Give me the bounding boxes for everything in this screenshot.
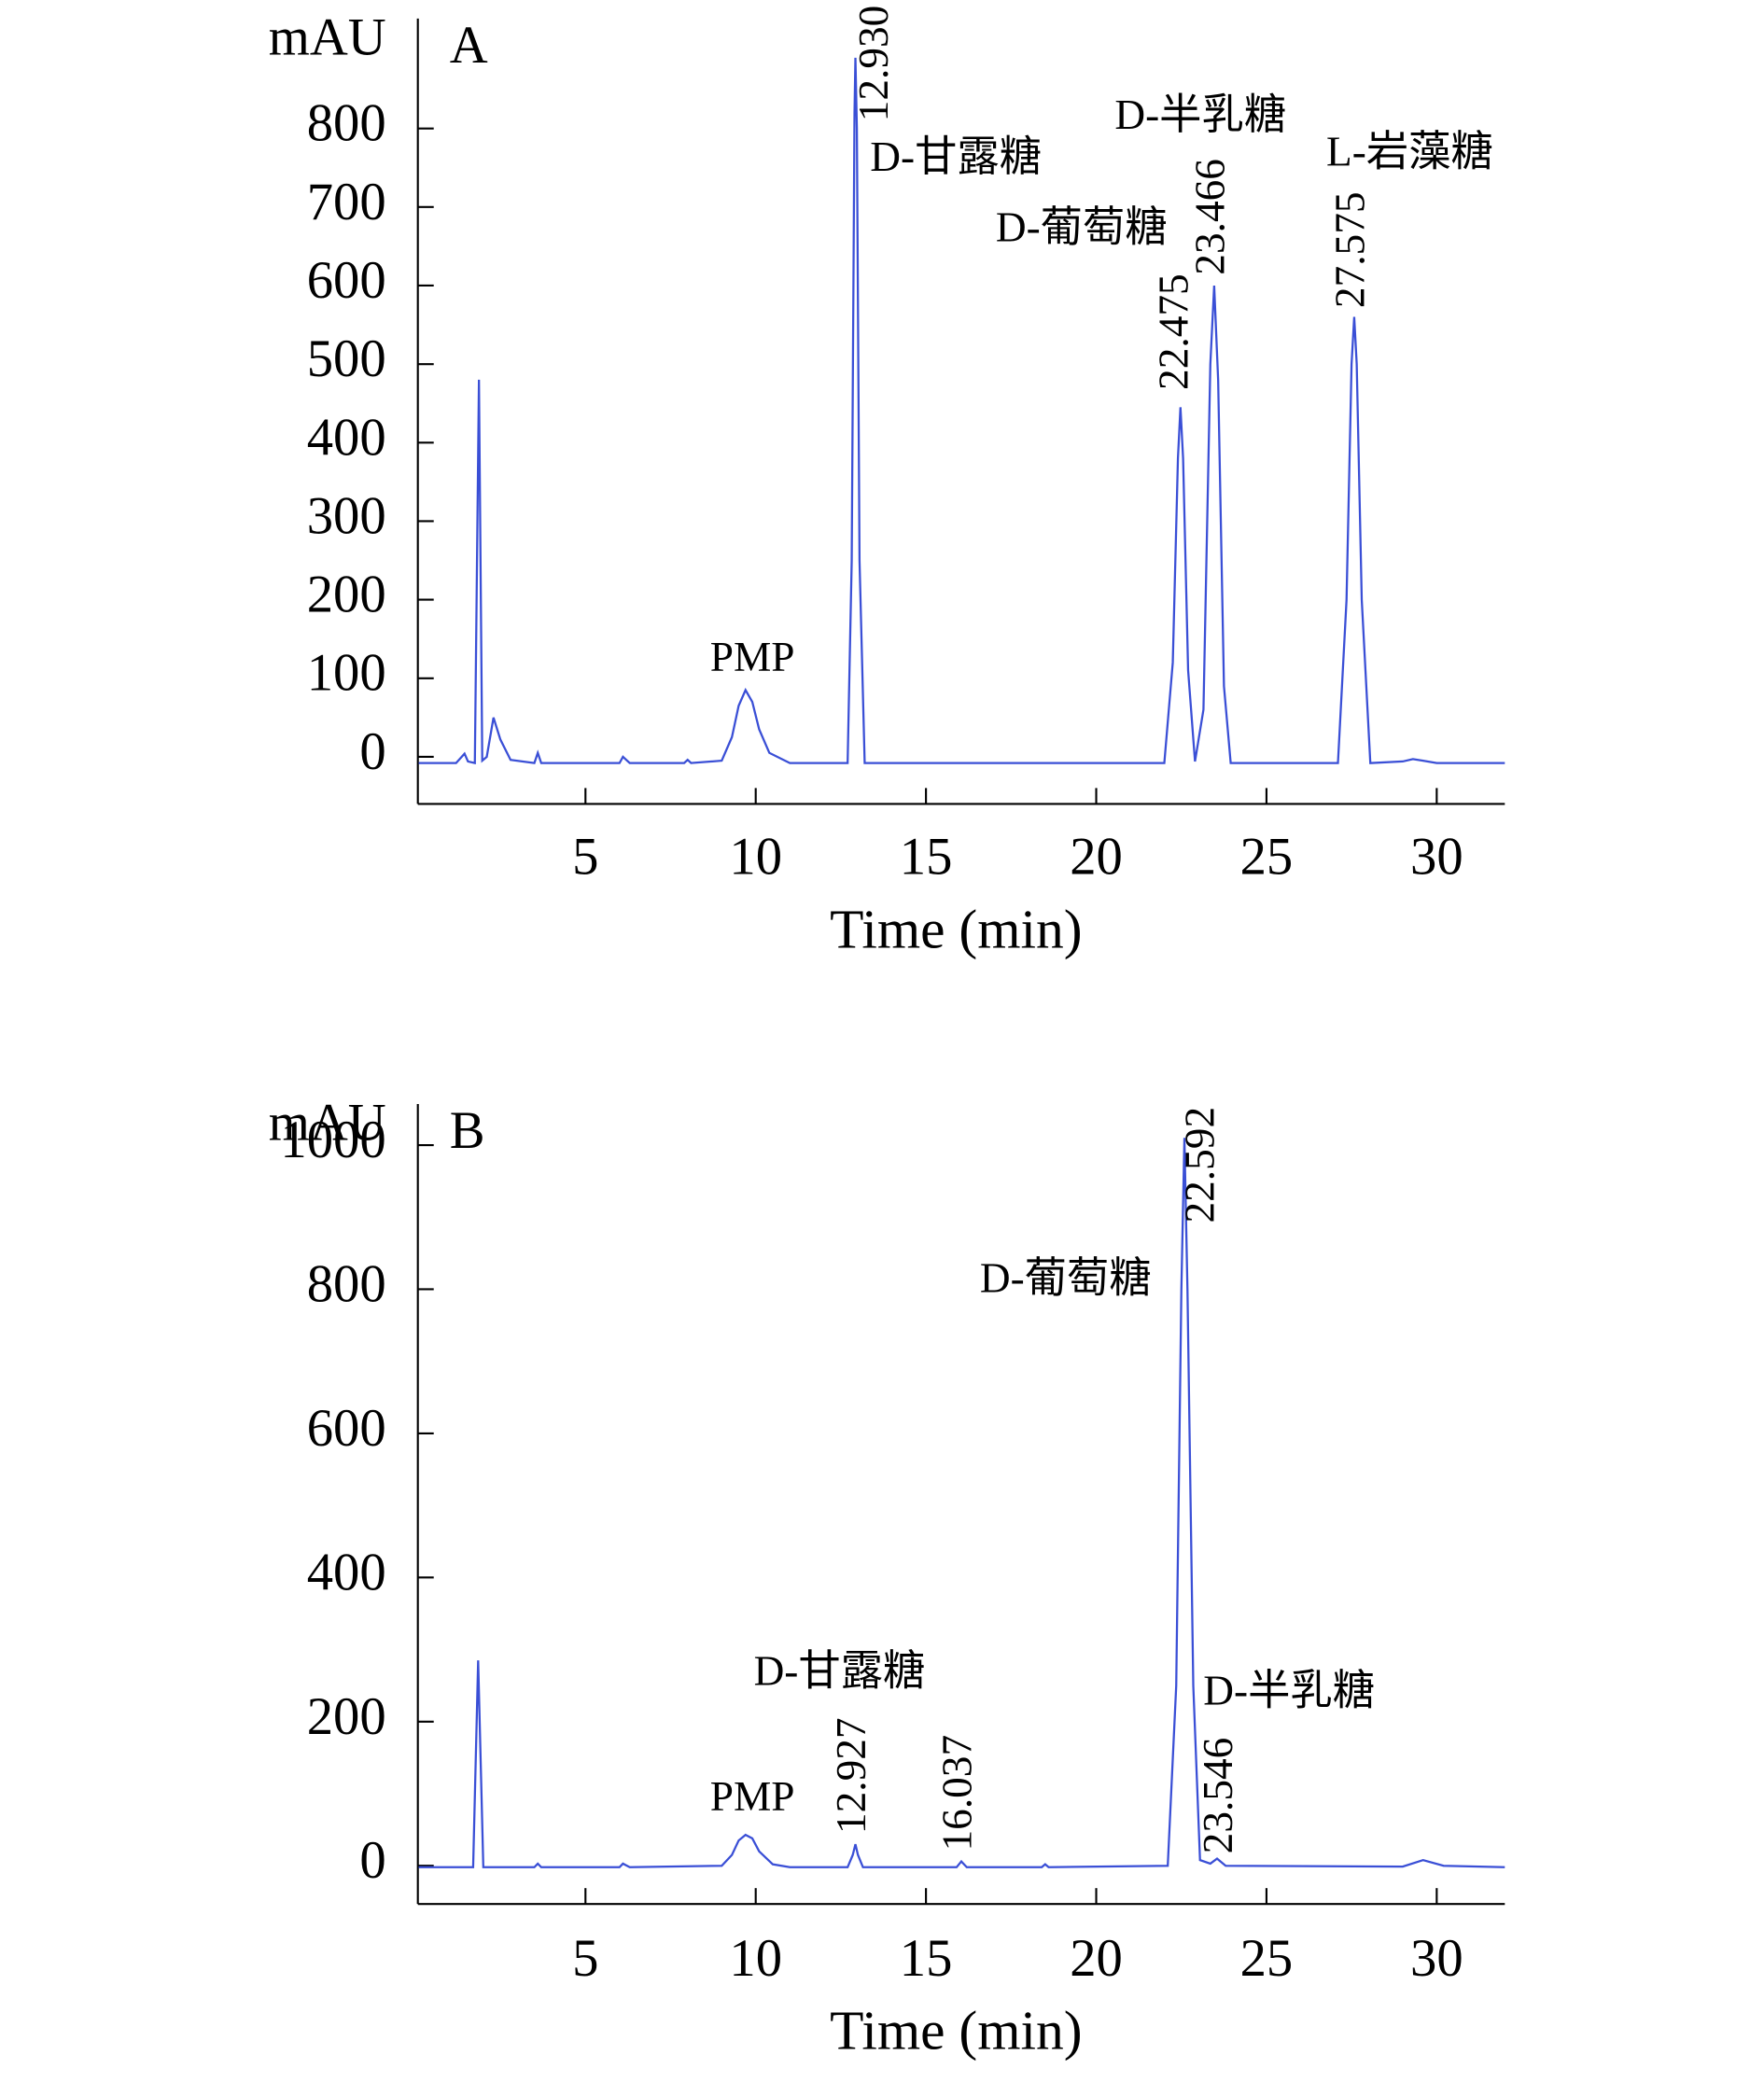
x-tick-label: 25 [1240, 1930, 1294, 1988]
retention-time-label: 22.475 [1150, 273, 1197, 390]
peak-annotation: D-葡萄糖 [980, 1255, 1152, 1302]
x-tick-label: 10 [729, 829, 782, 887]
x-tick-label: 5 [572, 829, 598, 887]
x-tick-label: 15 [900, 829, 953, 887]
y-tick-label: 100 [307, 645, 386, 703]
peak-annotation: D-甘露糖 [870, 133, 1042, 180]
y-tick-label: 200 [307, 1688, 386, 1746]
y-tick-label: 700 [307, 174, 386, 231]
x-tick-label: 20 [1070, 1930, 1123, 1988]
y-tick-label: 0 [359, 1832, 385, 1890]
x-tick-label: 5 [572, 1930, 598, 1988]
x-tick-label: 10 [729, 1930, 782, 1988]
x-tick-label: 30 [1410, 829, 1463, 887]
y-axis-title: mAU [269, 8, 386, 66]
y-tick-label: 0 [359, 723, 385, 781]
y-tick-label: 400 [307, 409, 386, 467]
retention-time-label: 22.592 [1177, 1107, 1224, 1223]
y-tick-label: 1000 [280, 1111, 385, 1169]
y-tick-label: 800 [307, 1255, 386, 1313]
peak-annotation: PMP [710, 1773, 795, 1820]
y-tick-label: 400 [307, 1544, 386, 1601]
y-tick-label: 200 [307, 566, 386, 624]
retention-time-label: 23.466 [1186, 159, 1233, 275]
retention-time-label: 12.927 [828, 1717, 875, 1834]
peak-annotation: D-葡萄糖 [996, 203, 1168, 250]
peak-annotation: L-岩藻糖 [1326, 129, 1493, 175]
y-tick-label: 500 [307, 330, 386, 388]
x-axis-title: Time (min) [830, 2000, 1083, 2062]
x-tick-label: 15 [900, 1930, 953, 1988]
y-tick-label: 600 [307, 252, 386, 310]
y-tick-label: 800 [307, 95, 386, 153]
peak-annotation: D-半乳糖 [1203, 1668, 1375, 1714]
x-tick-label: 20 [1070, 829, 1123, 887]
x-tick-label: 25 [1240, 829, 1294, 887]
x-axis-title: Time (min) [830, 898, 1083, 959]
chromatogram-line [418, 57, 1505, 765]
retention-time-label: 23.546 [1195, 1738, 1241, 1854]
y-tick-label: 600 [307, 1400, 386, 1458]
panel-label: A [450, 17, 488, 75]
peak-annotation: PMP [710, 634, 795, 680]
panel-label: B [450, 1102, 485, 1160]
chromatogram-line [418, 1138, 1505, 1868]
retention-time-label: 27.575 [1326, 191, 1373, 308]
x-tick-label: 30 [1410, 1930, 1463, 1988]
peak-annotation: D-半乳糖 [1114, 91, 1286, 138]
y-tick-label: 300 [307, 487, 386, 545]
peak-annotation: D-甘露糖 [754, 1647, 926, 1694]
y-axis-title: mAU [269, 1095, 386, 1153]
retention-time-label: 12.930 [850, 6, 897, 122]
retention-time-label: 16.037 [933, 1735, 980, 1852]
